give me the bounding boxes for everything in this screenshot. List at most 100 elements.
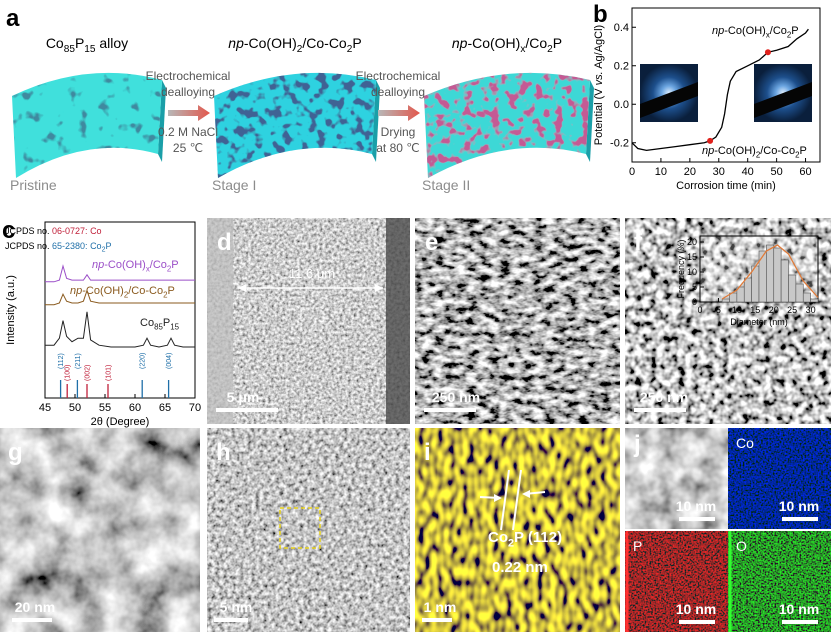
text-part: 2 bbox=[547, 44, 553, 55]
text-part: x bbox=[766, 30, 770, 39]
x-tick-label: 10 bbox=[655, 166, 667, 178]
scale-label: 10 nm bbox=[779, 498, 819, 514]
alloy-tile bbox=[214, 72, 376, 178]
text-part: np bbox=[70, 285, 82, 297]
process-arrow bbox=[168, 105, 210, 121]
reference-label: (004) bbox=[166, 353, 173, 369]
y-tick-label: 20 bbox=[687, 237, 697, 247]
measure-label: 11.6 μm bbox=[289, 266, 335, 281]
text-part: Co bbox=[90, 226, 102, 236]
x-tick-label: 5 bbox=[716, 305, 721, 315]
text-part: -Co(OH) bbox=[724, 25, 766, 37]
x-tick-label: 50 bbox=[770, 166, 782, 178]
x-tick-label: 65 bbox=[159, 402, 171, 414]
x-tick-label: 70 bbox=[189, 402, 201, 414]
series-label: Co85P15 bbox=[140, 317, 180, 331]
panel-letter: a bbox=[6, 5, 20, 32]
panel-letter: j bbox=[633, 431, 641, 458]
sem-edge bbox=[386, 218, 410, 424]
tem-image bbox=[0, 428, 200, 632]
scale-label: 5 μm bbox=[227, 389, 260, 405]
eds-map bbox=[728, 428, 831, 529]
reference-label: (211) bbox=[75, 353, 82, 369]
text-part: np bbox=[92, 259, 104, 271]
sem-image bbox=[207, 218, 410, 424]
x-tick-label: 0 bbox=[629, 166, 635, 178]
alloy-side bbox=[158, 80, 166, 162]
panel-letter: c bbox=[2, 217, 15, 244]
text-part: /Co bbox=[525, 35, 547, 51]
annotation: np-Co(OH)x/Co2P bbox=[712, 25, 799, 39]
text-part: 2 bbox=[297, 44, 303, 55]
y-axis-label: Potential (V vs. Ag/AgCl) bbox=[593, 25, 605, 145]
fit-line bbox=[721, 244, 819, 300]
text-part: -Co(OH) bbox=[467, 35, 520, 51]
element-label: Co bbox=[736, 435, 754, 451]
scale-label: 20 nm bbox=[15, 599, 55, 615]
text-part: -Co(OH) bbox=[104, 259, 146, 271]
x-tick-label: 60 bbox=[129, 402, 141, 414]
legend-entry: JCPDS no. 65-2380: Co2P bbox=[5, 241, 112, 254]
text-part: P bbox=[553, 35, 562, 51]
x-tick-label: 10 bbox=[732, 305, 742, 315]
text-part: vs. bbox=[593, 71, 605, 85]
step-text: at 80 ℃ bbox=[376, 141, 420, 155]
tem-image bbox=[207, 428, 410, 632]
text-part: -Co(OH) bbox=[244, 35, 297, 51]
text-part: 65-2380: bbox=[52, 241, 90, 251]
scale-label: 5 nm bbox=[220, 599, 253, 615]
histogram-bar bbox=[795, 283, 804, 303]
scale-label: 250 nm bbox=[432, 389, 480, 405]
text-part: -Co(OH) bbox=[714, 145, 756, 157]
panel-letter: d bbox=[217, 229, 232, 256]
x-tick-label: 15 bbox=[750, 305, 760, 315]
stage-title: np-Co(OH)x/Co2P bbox=[452, 35, 562, 55]
text-part: np bbox=[228, 35, 244, 51]
eds-map bbox=[728, 531, 831, 632]
eds-map bbox=[625, 428, 728, 529]
x-tick-label: 40 bbox=[742, 166, 754, 178]
scale-label: 10 nm bbox=[779, 601, 819, 617]
step-text: dealloying bbox=[161, 85, 215, 99]
text-part: x bbox=[520, 44, 525, 55]
text-part: P bbox=[352, 35, 361, 51]
text-part: x bbox=[146, 264, 150, 273]
sem-edge bbox=[207, 218, 233, 424]
reference-label: (100) bbox=[65, 365, 72, 381]
sem-image bbox=[625, 218, 831, 424]
region-box bbox=[300, 307, 324, 331]
x-tick-label: 50 bbox=[69, 402, 81, 414]
legend-entry: JCPDS no. 06-0727: Co bbox=[5, 226, 102, 236]
text-part: /Co bbox=[770, 25, 787, 37]
reference-label: (002) bbox=[85, 365, 92, 381]
x-tick-label: 20 bbox=[684, 166, 696, 178]
text-part: np bbox=[452, 35, 468, 51]
text-part: 2 bbox=[124, 290, 128, 299]
y-axis-label: Intensity (a.u.) bbox=[5, 275, 17, 345]
text-part: P (112) bbox=[514, 529, 562, 546]
text-part: 2 bbox=[347, 44, 353, 55]
data-line bbox=[631, 28, 809, 152]
text-part: P bbox=[799, 145, 806, 157]
text-part: Potential (V bbox=[593, 85, 605, 145]
text-part: 15 bbox=[84, 44, 96, 55]
text-part: np bbox=[712, 25, 724, 37]
y-tick-label: 0.2 bbox=[614, 61, 629, 73]
y-tick-label: 0.4 bbox=[614, 22, 629, 34]
text-part: P bbox=[75, 35, 84, 51]
lattice-line bbox=[500, 469, 510, 531]
x-axis-label: Diameter (nm) bbox=[730, 317, 788, 327]
plot-frame bbox=[631, 7, 821, 163]
histogram-bar bbox=[810, 298, 819, 303]
histogram-bar bbox=[758, 250, 767, 303]
x-tick-label: 30 bbox=[806, 305, 816, 315]
x-tick-label: 0 bbox=[697, 305, 702, 315]
text-part: P bbox=[167, 285, 174, 297]
panel-letter: b bbox=[593, 1, 608, 28]
step-text: 25 ℃ bbox=[173, 141, 203, 155]
text-part: alloy bbox=[96, 35, 129, 51]
text-part: P bbox=[171, 259, 178, 271]
text-part: 06-0727: bbox=[52, 226, 90, 236]
y-axis-label: Frequency (%) bbox=[676, 239, 686, 298]
x-tick-label: 60 bbox=[799, 166, 811, 178]
